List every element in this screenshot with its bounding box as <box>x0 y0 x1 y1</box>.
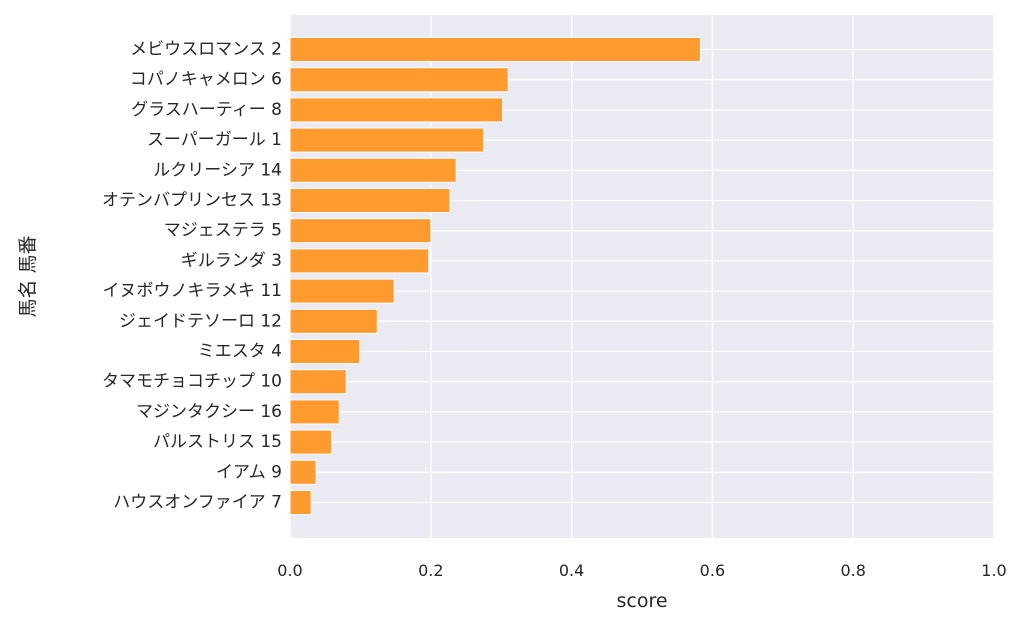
x-tick-labels: 0.0 0.2 0.4 0.6 0.8 1.0 <box>277 561 1006 580</box>
category-label: メビウスロマンス 2 <box>130 40 282 60</box>
bar <box>289 127 485 153</box>
category-label: マジンタクシー 16 <box>136 402 282 422</box>
bar <box>289 218 432 244</box>
bar <box>289 459 317 485</box>
category-label: マジェステラ 5 <box>164 221 282 241</box>
category-label: グラスハーティー 8 <box>131 100 282 120</box>
category-label: オテンバプリンセス 13 <box>102 191 282 211</box>
bars <box>289 37 701 515</box>
category-label: タマモチョコチップ 10 <box>102 372 282 392</box>
bar <box>289 67 509 93</box>
bar <box>289 339 361 364</box>
bar <box>289 188 451 213</box>
category-label: ハウスオンファイア 7 <box>113 493 282 513</box>
category-label: パルストリス 15 <box>153 432 282 452</box>
bar <box>289 399 340 425</box>
bar <box>289 308 378 334</box>
category-labels: メビウスロマンス 2 コパノキャメロン 6 グラスハーティー 8 スーパーガール 1 ル… <box>102 40 282 513</box>
category-label: ギルランダ 3 <box>181 251 282 271</box>
x-tick-label: 0.6 <box>700 561 725 580</box>
bar <box>289 157 457 183</box>
x-tick-label: 0.4 <box>559 561 584 580</box>
x-tick-label: 0.2 <box>418 561 443 580</box>
x-tick-label: 1.0 <box>981 561 1006 580</box>
x-tick-label: 0.8 <box>840 561 865 580</box>
category-label: イアム 9 <box>216 462 282 482</box>
bar <box>289 248 430 274</box>
bar <box>289 37 701 62</box>
bar <box>289 429 333 455</box>
category-label: ジェイドテソーロ 12 <box>119 311 282 331</box>
bar <box>289 369 347 395</box>
x-axis-label: score <box>616 590 667 612</box>
category-label: スーパーガール 1 <box>147 130 282 150</box>
plot-background <box>290 15 994 538</box>
x-tick-label: 0.0 <box>277 561 302 580</box>
y-axis-label: 馬名 馬番 <box>17 235 39 317</box>
category-label: イヌボウノキラメキ 11 <box>102 281 282 301</box>
bar <box>289 490 312 515</box>
category-label: ルクリーシア 14 <box>153 160 282 180</box>
bar <box>289 97 504 123</box>
category-label: コパノキャメロン 6 <box>130 70 282 90</box>
category-label: ミエスタ 4 <box>198 342 282 362</box>
bar <box>289 278 395 304</box>
